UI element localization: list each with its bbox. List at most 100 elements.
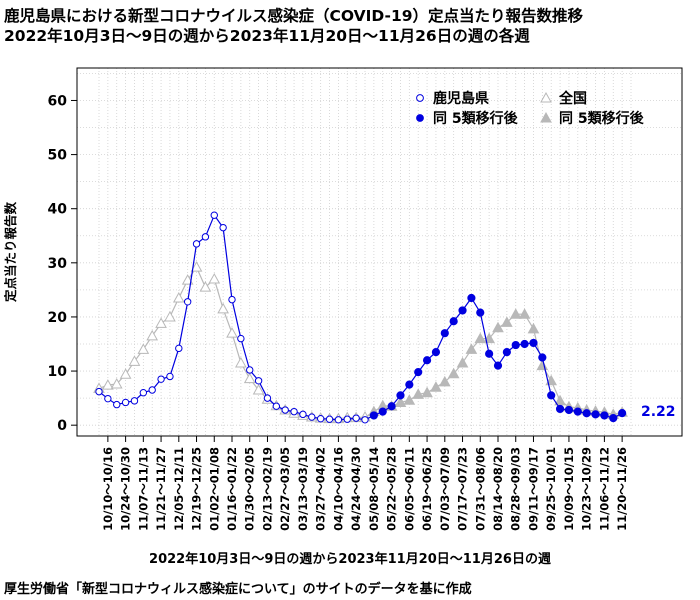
y-tick-label: 30	[48, 256, 68, 272]
point-kagoshima	[121, 398, 130, 407]
x-tick-label: 09/25～10/01	[544, 447, 558, 531]
x-tick-label: 01/02～01/08	[207, 447, 221, 531]
x-tick-label: 02/13～02/19	[260, 447, 274, 531]
x-tick-label: 07/31～08/06	[473, 447, 487, 531]
point-national	[172, 291, 185, 303]
x-tick-label: 05/22～05/28	[385, 447, 399, 531]
x-tick-label: 01/30～02/05	[243, 447, 257, 531]
legend-marker	[540, 91, 552, 103]
y-tick-label: 60	[48, 93, 68, 109]
point-national	[137, 343, 150, 354]
point-national	[164, 310, 176, 322]
point-kagoshima	[246, 366, 254, 374]
point-kagoshima	[210, 211, 218, 219]
axes: 0 10 20 30 40 50 60 10/10～10/16 10/24～10/30 11/07…	[48, 67, 683, 531]
x-tick-label: 02/27～03/05	[278, 447, 292, 531]
y-tick-label: 20	[48, 310, 68, 326]
point-kagoshima	[520, 339, 529, 349]
point-kagoshima	[299, 410, 307, 419]
legend-label: 同 5類移行後	[433, 110, 519, 127]
source-note: 厚生労働省「新型コロナウィルス感染症について」のサイトのデータを基に作成	[4, 582, 472, 597]
x-tick-label: 01/16～01/22	[225, 447, 239, 531]
point-national	[509, 308, 522, 319]
point-kagoshima	[334, 416, 343, 424]
legend-label: 鹿児島県	[432, 90, 489, 107]
x-tick-label: 10/10～10/16	[101, 447, 115, 531]
point-kagoshima	[343, 415, 351, 423]
point-national	[226, 327, 238, 338]
point-kagoshima	[139, 389, 148, 397]
point-kagoshima	[431, 348, 441, 357]
x-tick-label: 11/20～11/26	[615, 447, 629, 531]
point-kagoshima	[547, 391, 556, 400]
y-tick-label: 10	[48, 364, 68, 380]
point-national	[208, 273, 221, 284]
point-kagoshima	[352, 414, 360, 422]
point-kagoshima	[378, 407, 387, 416]
point-national	[128, 355, 141, 366]
legend-marker	[416, 114, 424, 122]
x-tick-label: 03/13～03/19	[296, 447, 310, 531]
point-kagoshima	[183, 298, 192, 306]
point-kagoshima	[493, 361, 503, 370]
x-tick-label: 11/07～11/13	[136, 447, 150, 531]
point-kagoshima	[361, 416, 369, 424]
x-tick-label: 12/05～12/11	[172, 447, 186, 531]
point-kagoshima	[175, 344, 183, 353]
point-national	[190, 261, 203, 272]
point-kagoshima	[564, 405, 574, 415]
point-national	[394, 396, 407, 407]
x-tick-label: 10/24～10/30	[119, 447, 133, 531]
point-national	[102, 379, 114, 390]
x-tick-label: 08/28～09/03	[509, 447, 523, 531]
x-tick-label: 06/05～06/11	[402, 447, 416, 531]
x-tick-label: 07/17～07/23	[456, 447, 470, 531]
legend: 鹿児島県 全国同 5類移行後 同 5類移行後	[416, 90, 645, 127]
point-kagoshima	[316, 414, 325, 423]
point-kagoshima	[618, 409, 627, 418]
x-tick-label: 12/19～12/25	[190, 447, 204, 531]
series-line-national	[98, 265, 623, 420]
point-kagoshima	[591, 410, 600, 419]
x-tick-label: 10/09～10/15	[562, 447, 576, 531]
point-national	[492, 321, 504, 333]
point-kagoshima	[396, 391, 405, 400]
legend-label: 同 5類移行後	[559, 110, 645, 127]
point-kagoshima	[228, 295, 236, 304]
point-kagoshima	[538, 353, 547, 362]
plot-frame	[76, 67, 683, 437]
point-national	[252, 383, 265, 395]
point-kagoshima	[369, 411, 378, 420]
point-national	[199, 281, 212, 292]
x-tick-label: 05/08～05/14	[367, 447, 381, 531]
point-kagoshima	[502, 348, 511, 357]
legend-marker	[416, 94, 424, 102]
y-tick-label: 50	[48, 148, 68, 164]
point-national	[447, 367, 460, 379]
point-kagoshima	[263, 394, 272, 402]
point-kagoshima	[130, 397, 139, 405]
point-kagoshima	[254, 377, 263, 385]
point-kagoshima	[192, 240, 201, 248]
x-tick-label: 10/23～10/29	[580, 447, 594, 531]
grid	[77, 68, 682, 436]
x-tick-label: 09/11～09/17	[526, 447, 540, 531]
point-kagoshima	[511, 340, 520, 350]
point-national	[527, 322, 540, 334]
point-kagoshima	[308, 413, 316, 421]
point-kagoshima	[600, 411, 609, 420]
series	[93, 211, 628, 424]
point-kagoshima	[201, 233, 210, 241]
point-national	[430, 381, 442, 392]
point-national	[235, 356, 247, 368]
point-national	[155, 317, 167, 328]
point-kagoshima	[281, 406, 289, 414]
point-national	[518, 308, 531, 319]
point-kagoshima	[555, 404, 565, 414]
x-tick-label: 11/06～11/12	[597, 447, 611, 531]
point-kagoshima	[405, 380, 414, 389]
point-national	[146, 329, 159, 341]
point-national	[119, 368, 132, 379]
point-national	[554, 394, 566, 406]
point-kagoshima	[95, 387, 103, 396]
